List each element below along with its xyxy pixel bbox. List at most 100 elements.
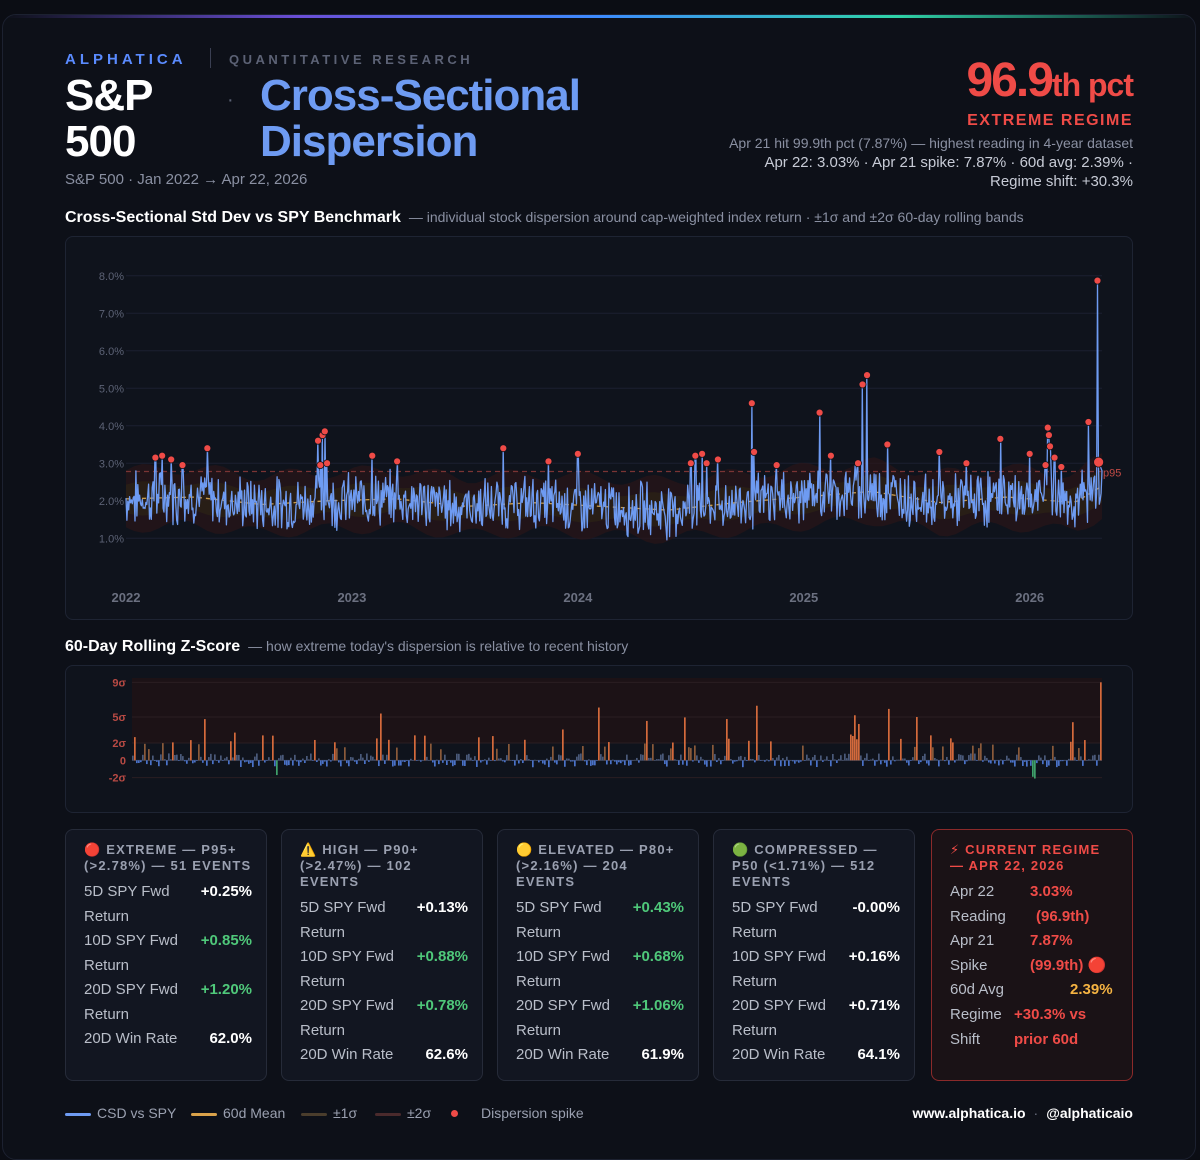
zscore-bar [190, 740, 192, 761]
zscore-bar [526, 755, 528, 761]
zscore-bar [626, 754, 628, 761]
main-chart-subtitle: — individual stock dispersion around cap… [408, 209, 1024, 225]
zscore-bar [830, 760, 832, 767]
spike-point [1093, 276, 1102, 285]
zscore-bar [430, 743, 432, 761]
zscore-bar [1006, 755, 1008, 761]
zscore-bar [984, 755, 986, 761]
zscore-bar [162, 743, 164, 761]
zscore-bar [1054, 756, 1056, 761]
stat-value: +0.71% [848, 997, 900, 1014]
zscore-bar [988, 760, 990, 763]
zscore-bar [144, 743, 146, 761]
footer-handle[interactable]: @alphaticaio [1046, 1105, 1133, 1121]
zscore-bar [474, 756, 476, 761]
legend-swatch-orange [191, 1113, 217, 1116]
zscore-bar [218, 760, 220, 763]
zscore-bar [904, 758, 906, 761]
zscore-bar [294, 754, 296, 761]
zscore-bar [394, 760, 396, 766]
zscore-bar [764, 760, 766, 762]
zscore-bar [972, 745, 974, 761]
current-row: Apr 21 Spike 7.87% (99.9th) 🔴 [950, 929, 1118, 978]
stat-label: 10D SPY Fwd Return [516, 948, 610, 990]
zscore-bar [368, 760, 370, 762]
zscore-bar [836, 760, 838, 764]
zscore-bar [882, 760, 884, 761]
spike-point [858, 380, 867, 389]
zscore-bar [1022, 760, 1024, 766]
zscore-bar [422, 760, 424, 761]
zscore-bar [854, 715, 856, 761]
zscore-bar [324, 760, 326, 762]
box-elevated: 🟡 ELEVATED — P80+ (>2.16%) — 204 EVENTS … [497, 829, 699, 1081]
zscore-bar [618, 760, 620, 763]
zscore-tick-label: 9σ [112, 677, 126, 689]
spike-point [702, 459, 711, 468]
zscore-bar [754, 760, 756, 763]
zscore-bar [498, 758, 500, 761]
zscore-title: 60-Day Rolling Z-Score — how extreme toda… [65, 638, 628, 656]
zscore-bar [418, 759, 420, 761]
zscore-bar [668, 755, 670, 761]
stat-value: +0.16% [848, 948, 900, 965]
spike-point [1045, 431, 1053, 440]
zscore-bar [824, 759, 826, 761]
zscore-bar [1014, 760, 1016, 767]
zscore-bar [582, 746, 584, 761]
stat-label: 20D SPY Fwd Return [732, 997, 826, 1039]
zscore-bar [482, 760, 484, 762]
stat-value: +0.88% [416, 948, 468, 965]
zscore-bar [648, 757, 650, 761]
zscore-bar [962, 755, 964, 761]
zscore-bar [662, 753, 664, 761]
zscore-bar [1042, 760, 1044, 765]
zscore-bar [292, 760, 294, 766]
zscore-bar [792, 760, 794, 762]
zscore-bar [164, 759, 166, 761]
zscore-bar [768, 760, 770, 762]
spike-point [714, 455, 722, 464]
stats-line-1: Apr 22: 3.03% · Apr 21 spike: 7.87% · 60… [764, 154, 1133, 171]
stat-label: 10D SPY Fwd Return [84, 932, 178, 974]
zscore-bar [420, 760, 422, 762]
footer-site[interactable]: www.alphatica.io [912, 1105, 1026, 1121]
zscore-bar [932, 747, 934, 761]
zscore-bar [196, 760, 198, 761]
stat-label: 20D SPY Fwd Return [516, 997, 610, 1039]
zscore-bar [256, 753, 258, 761]
zscore-bar [578, 754, 580, 761]
zscore-bar [802, 745, 804, 761]
zscore-bar [530, 760, 532, 761]
zscore-bar [870, 759, 872, 761]
zscore-bar [624, 760, 626, 766]
zscore-bar [554, 760, 556, 763]
zscore-bar [708, 760, 710, 761]
zscore-bar [790, 760, 792, 761]
zscore-bar [832, 754, 834, 761]
zscore-bar [580, 753, 582, 761]
stat-label: 10D SPY Fwd Return [300, 948, 394, 990]
zscore-bar [364, 760, 366, 764]
stat-label: Regime Shift [950, 1006, 1002, 1048]
zscore-bar [888, 708, 890, 761]
zscore-bar [934, 757, 936, 761]
zscore-bar [840, 755, 842, 761]
spike-point [747, 399, 756, 408]
spike-point [996, 434, 1005, 443]
zscore-bar [274, 760, 276, 767]
legend-item-mean: 60d Mean [191, 1105, 285, 1121]
zscore-bar [892, 756, 894, 761]
zscore-bar [232, 757, 234, 761]
zscore-bar [700, 756, 702, 761]
zscore-bar [664, 760, 666, 765]
zscore-bar [572, 760, 574, 762]
zscore-bar [514, 760, 516, 766]
zscore-bar [140, 760, 142, 763]
stat-row: 10D SPY Fwd Return +0.85% [84, 929, 252, 978]
zscore-bar [718, 758, 720, 761]
zscore-bar [740, 755, 742, 761]
zscore-bar [1086, 759, 1088, 761]
zscore-bar [1100, 682, 1102, 761]
zscore-bar [606, 760, 608, 765]
